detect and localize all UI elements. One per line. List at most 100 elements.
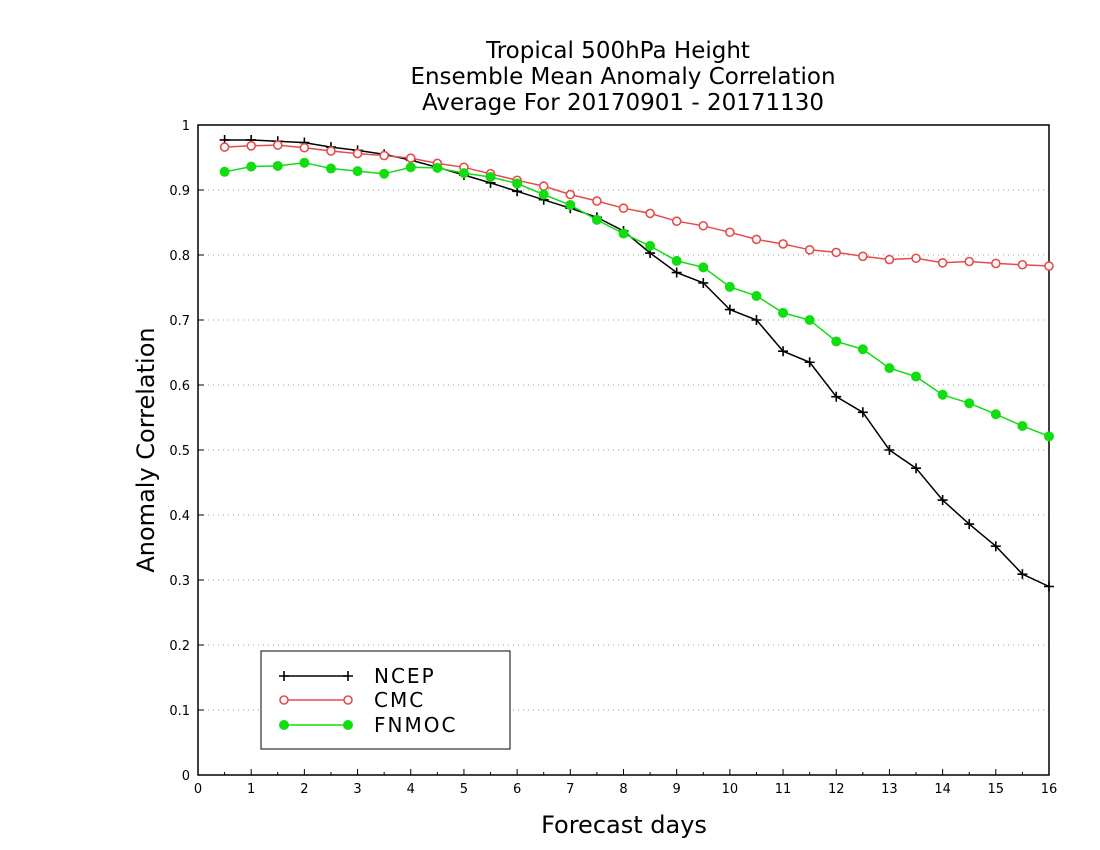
data-point-fnmoc [831,336,842,347]
y-tick-label: 0.4 [169,509,190,524]
data-point-ncep [724,304,735,315]
data-point-fnmoc [379,168,390,179]
data-point-ncep [857,407,868,418]
data-point-fnmoc [698,262,709,273]
data-point-cmc [272,140,283,150]
legend-label-cmc: CMC [374,688,425,712]
y-axis-ticks: 0 0.1 0.2 0.3 0.4 0.5 0.6 0.7 0.8 0.9 1 [169,119,204,784]
x-tick-label: 11 [775,782,792,797]
data-point-cmc [725,227,735,238]
legend-marker-cmc [279,695,289,705]
data-point-cmc [405,153,416,163]
x-tick-label: 10 [722,782,739,797]
x-axis-label: Forecast days [541,811,707,839]
data-point-cmc [352,148,363,159]
data-point-cmc [831,247,842,258]
data-point-cmc [326,146,336,156]
data-point-ncep [964,519,975,530]
data-point-ncep [937,495,948,506]
data-point-ncep [671,267,682,278]
x-tick-label: 13 [881,782,898,797]
data-point-fnmoc [724,281,735,292]
data-point-fnmoc [964,398,975,409]
x-tick-label: 0 [194,782,202,797]
data-point-cmc [911,253,921,264]
data-point-fnmoc [884,363,895,374]
data-point-fnmoc [671,255,682,266]
data-point-cmc [671,216,682,226]
data-point-fnmoc [432,162,443,173]
series-ncep [219,134,1054,592]
x-tick-label: 5 [460,782,468,797]
y-tick-label: 0.7 [169,314,190,329]
data-point-cmc [698,220,709,231]
data-point-fnmoc [937,389,948,400]
data-point-fnmoc [911,371,922,382]
data-point-fnmoc [458,168,469,179]
data-point-fnmoc [485,172,496,182]
x-tick-label: 14 [934,782,951,797]
data-point-cmc [804,245,815,255]
series-line-fnmoc [224,161,1050,437]
x-axis-ticks: 0 1 2 3 4 5 6 7 8 9 10 11 12 13 14 15 16 [194,769,1057,797]
data-point-ncep [911,463,922,474]
data-point-cmc [778,239,788,249]
data-point-fnmoc [246,161,257,172]
data-point-cmc [379,150,389,161]
data-point-ncep [1044,581,1054,592]
data-point-fnmoc [751,290,762,301]
legend-label-ncep: NCEP [374,664,436,688]
y-tick-label: 0.3 [169,574,190,589]
data-point-fnmoc [778,307,789,318]
x-tick-label: 2 [300,782,308,797]
x-tick-label: 16 [1041,782,1058,797]
data-point-cmc [246,141,256,151]
x-tick-label: 3 [353,782,361,797]
series-line-cmc [224,144,1050,267]
data-point-ncep [1017,569,1028,580]
data-point-cmc [991,258,1001,269]
y-tick-label: 0.9 [169,184,190,199]
data-point-fnmoc [618,228,629,239]
data-point-fnmoc [645,240,656,251]
gridlines [198,189,1049,711]
x-tick-label: 9 [673,782,681,797]
data-point-cmc [858,251,868,262]
data-point-ncep [698,277,709,288]
x-tick-label: 8 [619,782,627,797]
data-point-fnmoc [325,163,336,174]
data-point-fnmoc [512,178,523,189]
data-point-cmc [565,189,576,200]
y-tick-label: 0.1 [169,704,190,719]
data-point-fnmoc [990,409,1001,420]
data-point-cmc [884,254,895,265]
x-tick-label: 6 [513,782,521,797]
series-fnmoc [219,157,1054,442]
chart-title-line-3: Average For 20170901 - 20171130 [422,90,824,116]
y-tick-label: 0.8 [169,249,190,264]
legend-label-fnmoc: FNMOC [374,713,457,737]
data-point-ncep [751,315,762,325]
data-point-fnmoc [299,157,310,168]
data-point-cmc [1017,259,1028,270]
data-point-cmc [592,196,602,206]
data-point-fnmoc [565,199,576,210]
y-tick-label: 0 [182,769,190,784]
data-point-cmc [937,257,948,268]
data-point-cmc [1044,261,1054,271]
data-point-ncep [778,346,789,357]
data-point-fnmoc [857,344,868,355]
data-point-ncep [990,541,1001,552]
data-point-fnmoc [804,315,815,325]
data-point-ncep [884,445,895,455]
data-point-fnmoc [272,160,283,171]
data-point-fnmoc [591,214,602,225]
x-tick-label: 4 [407,782,415,797]
chart-title-line-2: Ensemble Mean Anomaly Correlation [410,64,835,90]
x-tick-label: 7 [566,782,574,797]
legend-marker-fnmoc [343,720,353,730]
series-line-ncep [224,139,1050,588]
